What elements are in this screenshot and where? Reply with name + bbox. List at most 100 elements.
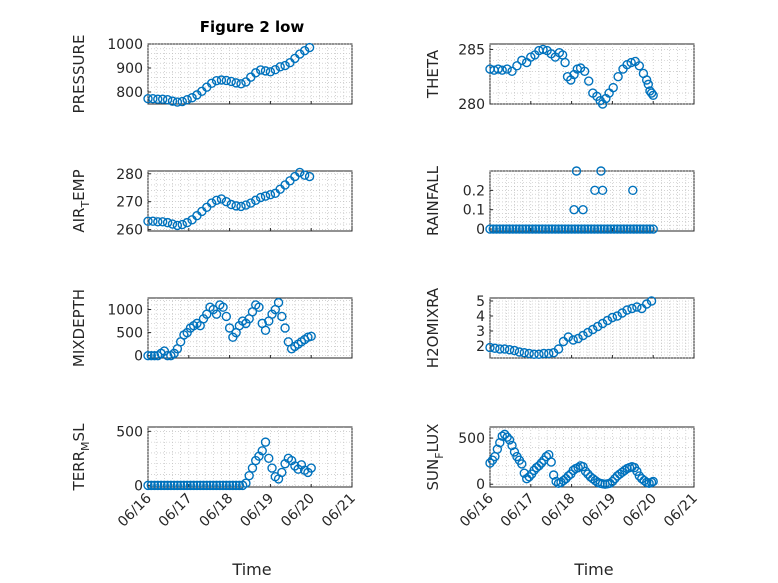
data-point [206,78,217,89]
data-point [182,480,192,491]
data-point [588,324,598,335]
subplot-pressure: 800 900 1000 PRESSURE [70,35,353,113]
y-axis-label: SUNFLUX [424,424,446,491]
data-point [234,480,245,491]
y-tick-label: 0 [476,477,485,493]
data-point [280,60,290,71]
data-point [607,476,618,487]
data-point [231,480,241,491]
x-tick-label: 06/20 [620,491,660,531]
data-point [167,96,178,106]
data-point [493,64,503,74]
subplot-theta: 280 285 THETA [424,42,695,113]
data-point [511,224,521,234]
data-point [602,224,613,234]
data-point [236,201,246,212]
data-point [641,75,652,85]
data-point [501,224,512,234]
subplot-airemp: 260 270 280 AIRTEMP [70,167,353,239]
data-point [519,348,529,358]
data-point [236,79,246,89]
data-point [216,75,227,85]
data-point [299,46,310,56]
subplot-rainfall: 0 0.1 0.2 RAINFALL [424,165,695,238]
data-point [146,350,156,361]
data-point [599,224,609,234]
data-point [632,302,642,312]
data-point [622,305,632,315]
data-point [507,440,517,451]
plot-area [489,43,695,105]
data-point [619,224,629,234]
data-point [634,61,645,71]
x-tick-label: 06/16 [457,490,497,530]
data-point [172,480,183,491]
subplot-mixdepth: 0 500 1000 MIXDEPTH [70,289,353,367]
data-point [641,299,652,309]
data-point [609,224,619,234]
data-point [495,224,505,234]
data-point [583,469,593,479]
data-point [177,96,187,107]
data-point [563,332,574,342]
data-point [646,296,657,306]
data-point [579,66,590,76]
data-point [504,345,515,355]
x-axis-label-left: Time [231,560,271,579]
data-point [586,224,596,234]
data-point [539,348,549,359]
data-point [563,224,574,234]
data-point [246,198,256,208]
data-point [507,66,517,76]
data-point [529,465,539,476]
data-point [628,224,639,234]
data-point [162,94,173,105]
data-point [188,480,199,491]
y-tick-label: 3 [476,324,485,340]
x-tick-label: 06/17 [498,491,538,531]
data-point [619,465,630,476]
data-point [148,94,158,104]
data-point [255,65,266,75]
data-point [573,333,583,344]
data-point [570,224,580,234]
y-tick-label: 285 [458,42,485,58]
data-point [299,170,310,180]
x-tick-label: 06/18 [197,491,237,531]
data-point [638,224,649,234]
data-point [226,199,236,210]
data-point [255,192,266,203]
data-point [524,472,534,482]
y-tick-label: 500 [458,431,485,447]
data-point [231,201,241,211]
data-point [502,432,512,442]
plot-area [147,43,353,105]
data-point [172,220,183,231]
data-point [509,345,520,356]
data-point [211,480,222,491]
data-point [568,335,578,345]
data-point [162,350,173,361]
data-point [260,325,271,336]
data-point [527,224,538,234]
data-point [221,196,232,207]
data-point [632,466,642,477]
data-point [179,480,189,491]
data-point [540,224,551,234]
data-point [211,76,222,86]
data-point [548,470,559,480]
data-point [485,342,495,353]
data-point [612,311,622,321]
data-point [589,224,600,234]
data-point [499,344,510,354]
x-tick-label: 06/21 [661,491,701,531]
data-point [198,480,209,491]
data-point [593,321,603,332]
data-point [544,348,554,359]
data-point [569,205,579,215]
data-point [192,480,202,491]
data-point [159,480,170,491]
data-point [275,62,285,72]
data-point [304,171,315,182]
